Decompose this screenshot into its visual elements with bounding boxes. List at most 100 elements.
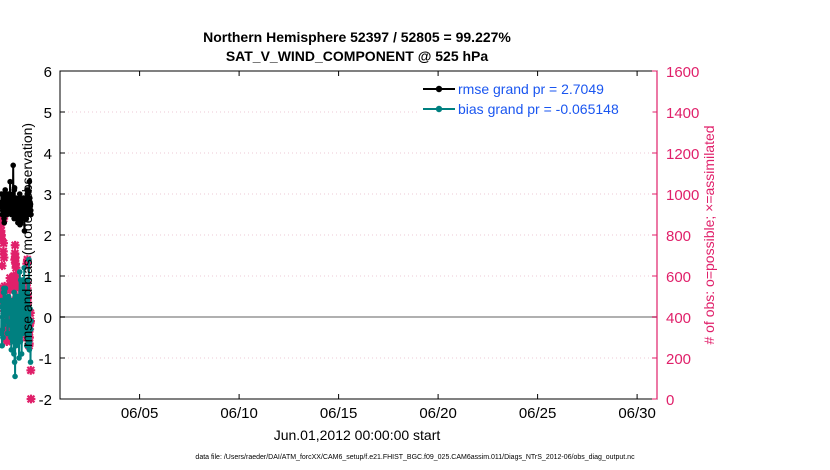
y-tick-label: -1: [39, 351, 52, 368]
rmse-point: [1, 219, 8, 226]
obs-point: [12, 283, 21, 293]
y-right-tick-label: 0: [666, 392, 674, 409]
y-right-tick-label: 600: [666, 269, 691, 286]
rmse-point: [1, 215, 7, 222]
bias-point: [26, 338, 33, 345]
legend: rmse grand pr = 2.7049 bias grand pr = -…: [418, 76, 653, 121]
y-right-tick-label: 1000: [666, 187, 699, 204]
obs-point: [11, 271, 21, 281]
legend-box: [418, 76, 653, 121]
x-axis-label: Jun.01,2012 00:00:00 start: [274, 427, 441, 443]
obs-point: [11, 263, 21, 273]
bias-point: [24, 334, 30, 341]
y-axis-label: rmse and bias (model - observation): [19, 123, 35, 347]
bias-point: [23, 342, 30, 349]
obs-point: [0, 261, 7, 271]
bias-point: [22, 318, 29, 324]
x-tick-label: 06/25: [519, 405, 557, 422]
x-tick-label: 06/30: [618, 405, 656, 422]
y-axis-right-label: # of obs: o=possible; ×=assimilated: [701, 125, 717, 344]
y-right-tick-label: 400: [666, 310, 691, 327]
grid: [60, 111, 657, 359]
rmse-point: [28, 211, 34, 218]
bias-point: [28, 318, 34, 324]
rmse-point: [26, 178, 33, 185]
axes: -2 -1 0 1 2 3 4 5 6 0 200 400 600 800 1000 1200 1400 1600…: [39, 64, 700, 422]
bias-point: [23, 293, 29, 300]
legend-bias-marker: [435, 105, 443, 113]
y-tick-label: 6: [44, 64, 52, 81]
bias-point: [16, 355, 22, 361]
bias-point: [26, 256, 32, 263]
y-right-tick-label: 1200: [666, 146, 699, 163]
y-right-tick-label: 800: [666, 228, 691, 245]
series-group: [0, 162, 34, 380]
x-tick-label: 06/10: [220, 405, 258, 422]
legend-rmse-marker: [435, 85, 443, 93]
obs-point: [0, 253, 9, 262]
y-tick-label: 0: [44, 310, 52, 327]
bias-point: [11, 351, 17, 357]
rmse-point: [27, 201, 34, 208]
obs-point: [0, 220, 6, 230]
y-tick-label: -2: [39, 392, 52, 409]
x-tick-label: 06/20: [419, 405, 457, 422]
y-right-tick-label: 200: [666, 351, 691, 368]
bias-point: [11, 314, 18, 320]
bias-point: [18, 351, 25, 357]
bias-point: [12, 373, 18, 380]
y-right-tick-label: 1400: [666, 105, 699, 122]
bias-point: [26, 347, 33, 353]
obs-point: [10, 240, 20, 250]
obs-point: [2, 335, 12, 344]
footer-data-file: data file: /Users/raeder/DAI/ATM_forcXX/…: [195, 454, 635, 461]
bias-point: [0, 297, 5, 304]
obs-point: [0, 238, 8, 248]
rmse-point: [27, 207, 34, 214]
y-tick-label: 1: [44, 269, 52, 286]
obs-point: [26, 365, 36, 375]
legend-rmse-label: rmse grand pr = 2.7049: [458, 81, 604, 97]
bias-point: [0, 334, 6, 341]
rmse-point: [21, 228, 28, 234]
bias-point: [4, 318, 10, 324]
rmse-point: [11, 185, 18, 191]
bias-point: [24, 330, 31, 337]
chart-title-line1: Northern Hemisphere 52397 / 52805 = 99.2…: [203, 29, 511, 45]
bias-point: [2, 285, 9, 292]
y-tick-label: 3: [44, 187, 52, 204]
y-tick-label: 2: [44, 228, 52, 245]
bias-point: [13, 342, 19, 349]
x-tick-label: 06/05: [121, 405, 159, 422]
obs-point: [10, 275, 19, 285]
chart-title-line2: SAT_V_WIND_COMPONENT @ 525 hPa: [226, 48, 489, 64]
obs-point: [0, 247, 8, 256]
rmse-point: [26, 189, 32, 195]
bias-point: [0, 322, 7, 329]
y-tick-label: 5: [44, 105, 52, 122]
bias-point: [23, 297, 29, 304]
bias-point: [0, 342, 5, 349]
rmse-point: [7, 178, 13, 185]
bias-point: [0, 314, 6, 320]
bias-point: [27, 326, 34, 333]
bias-point: [20, 277, 26, 283]
rmse-point: [16, 191, 23, 197]
y-tick-label: 4: [44, 146, 52, 163]
legend-bias-label: bias grand pr = -0.065148: [458, 101, 619, 117]
obs-point: [10, 253, 20, 262]
bias-point: [17, 338, 24, 345]
bias-point: [19, 285, 25, 292]
bias-point: [21, 326, 27, 333]
obs-point: [5, 279, 15, 289]
bias-point: [21, 265, 28, 271]
bias-point: [24, 277, 31, 283]
bias-point: [9, 326, 16, 333]
bias-point: [20, 330, 27, 337]
rmse-point: [10, 162, 16, 169]
obs-point: [0, 234, 7, 244]
obs-point: [26, 394, 36, 404]
bias-point: [11, 359, 18, 365]
bias-point: [27, 359, 34, 365]
